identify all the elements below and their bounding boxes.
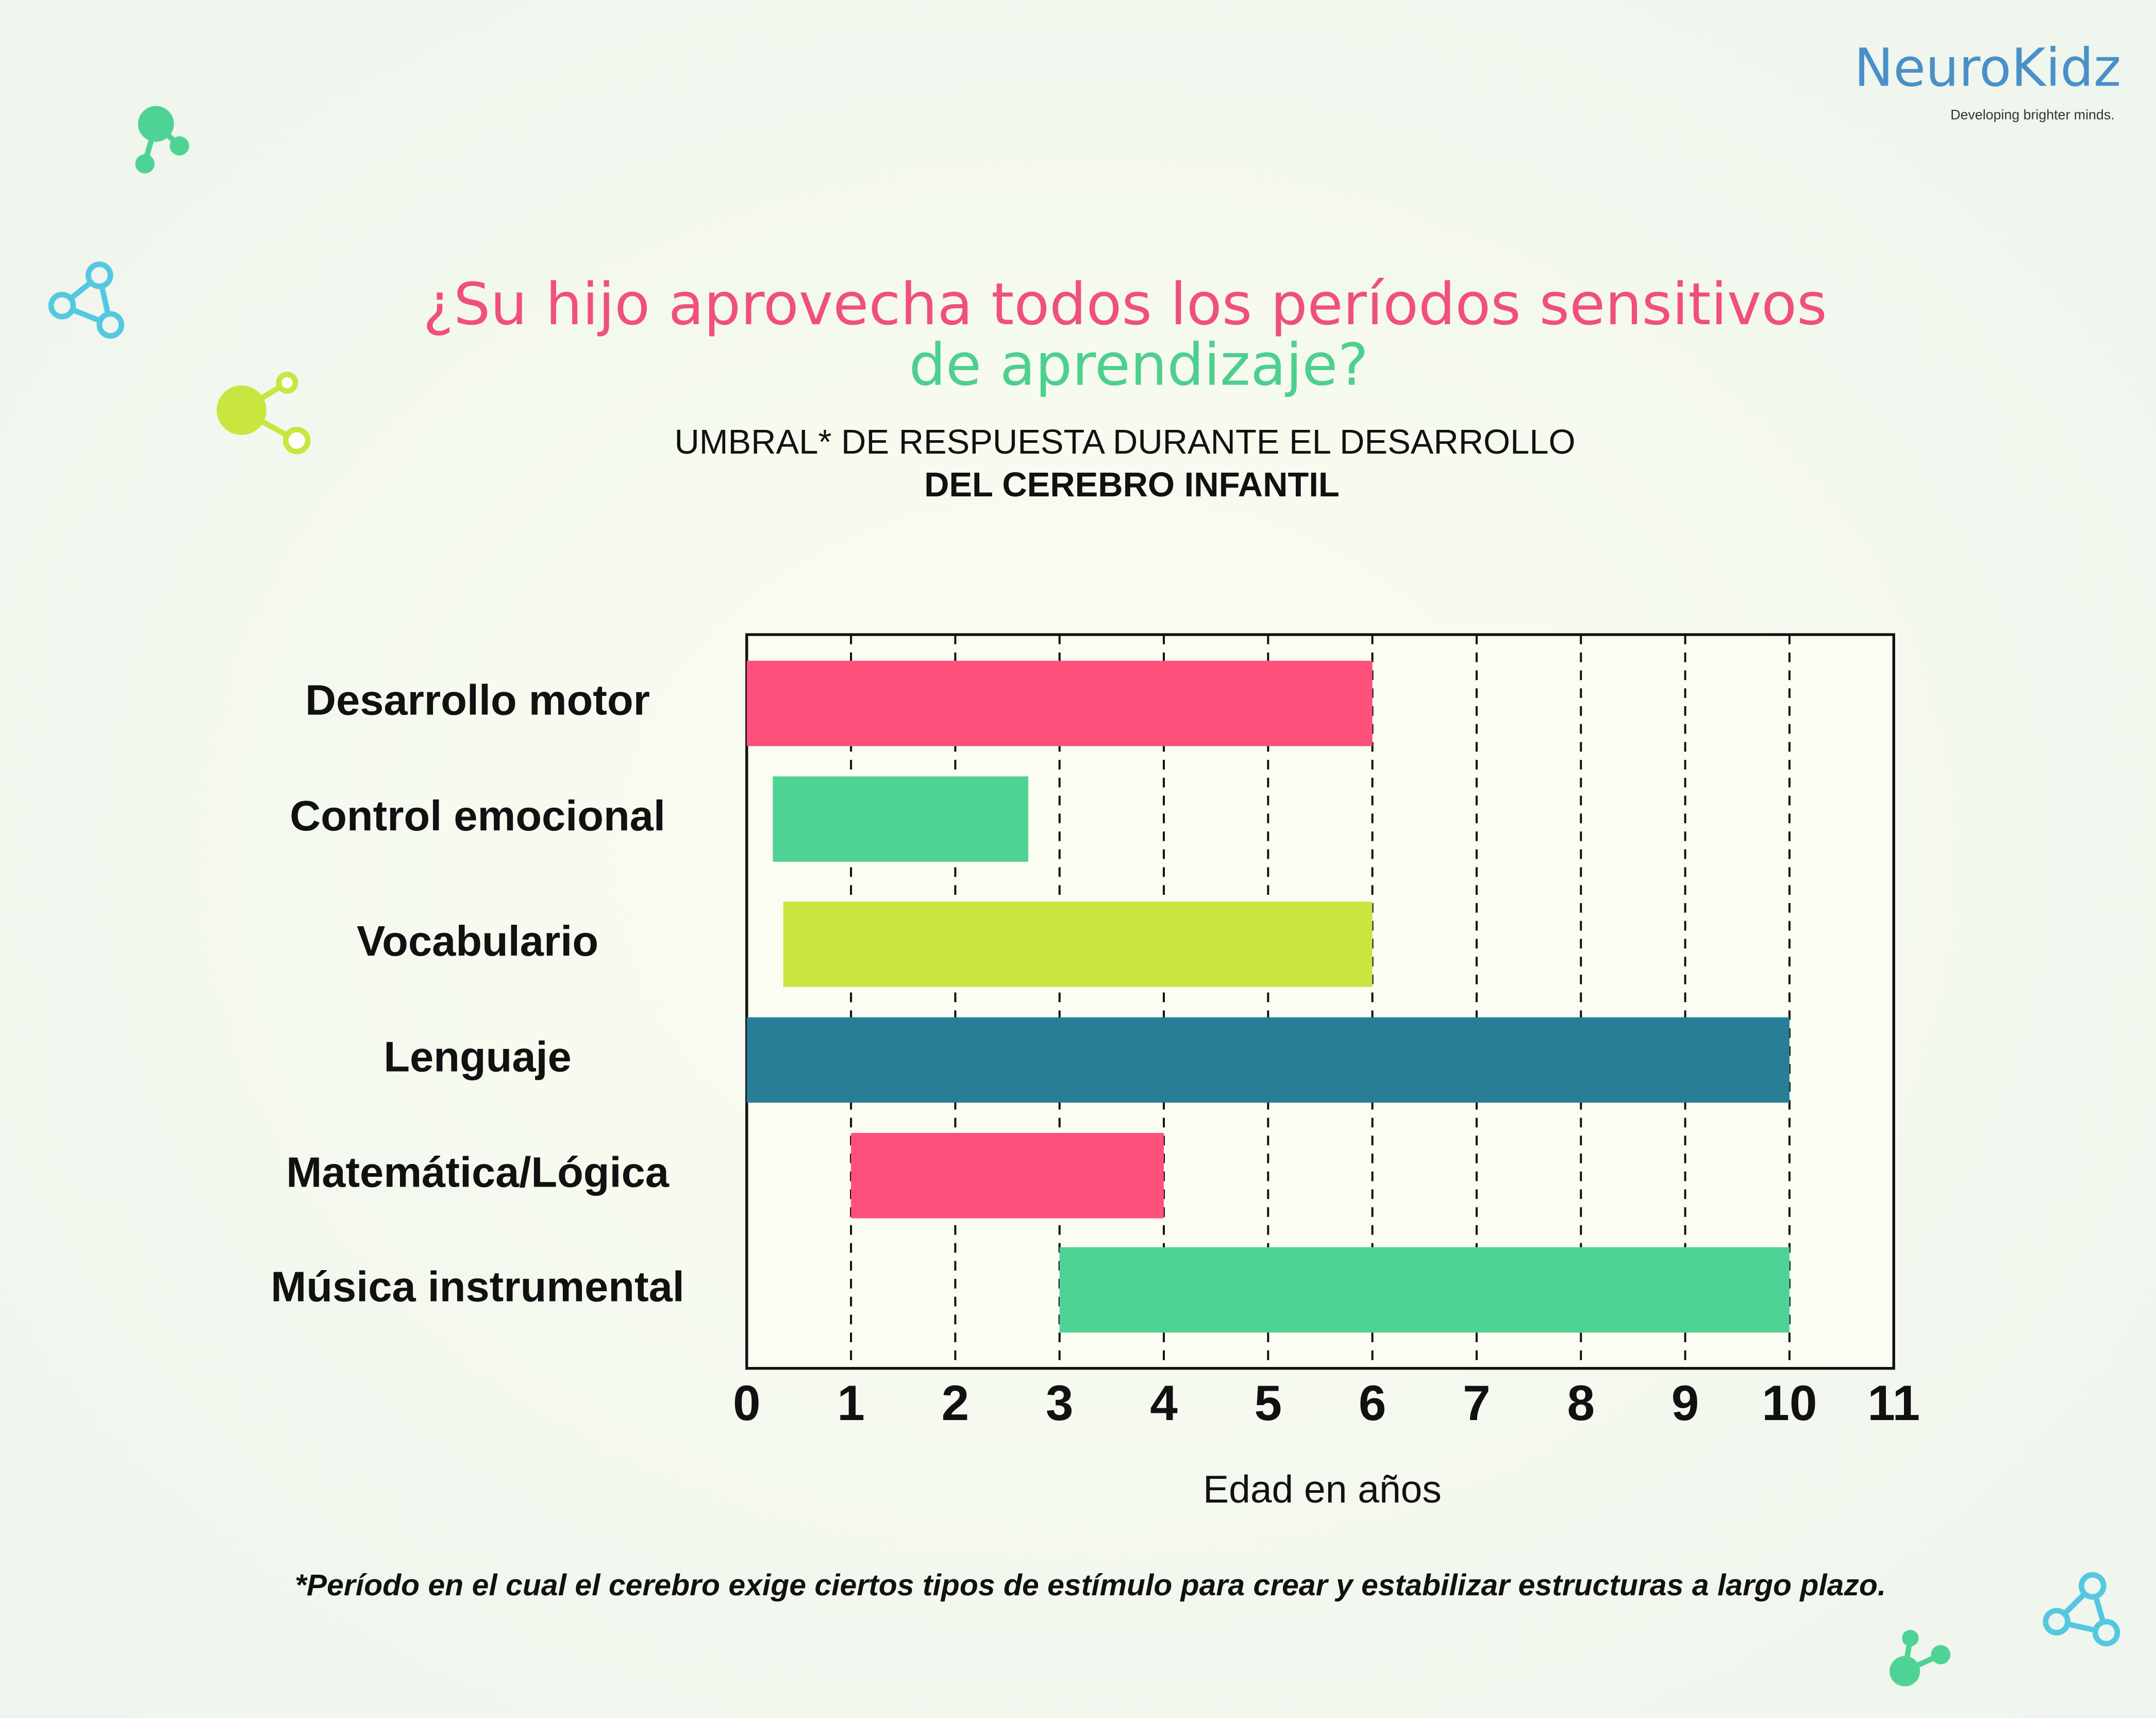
y-tick-label: Música instrumental [271, 1262, 684, 1310]
title-line2: de aprendizaje? [909, 332, 1369, 399]
subtitle: UMBRAL* DE RESPUESTA DURANTE EL DESARROL… [674, 423, 1575, 461]
bar [783, 902, 1373, 987]
y-tick-label: Control emocional [290, 792, 665, 840]
footnote: *Período en el cual el cerebro exige cie… [295, 1569, 1886, 1602]
x-tick-label: 6 [1359, 1376, 1386, 1431]
x-axis-label: Edad en años [1203, 1467, 1442, 1511]
title: ¿Su hijo aprovecha todos los períodos se… [423, 271, 1827, 338]
bar [1059, 1247, 1790, 1333]
x-tick-label: 3 [1046, 1376, 1074, 1431]
x-tick-label: 0 [733, 1376, 761, 1431]
x-tick-label: 11 [1867, 1376, 1920, 1431]
bar [851, 1132, 1164, 1219]
x-tick-label: 4 [1150, 1376, 1178, 1431]
x-tick-label: 10 [1762, 1376, 1817, 1431]
x-tick-label: 9 [1672, 1376, 1699, 1431]
y-tick-label: Desarrollo motor [305, 676, 650, 724]
bar [746, 660, 1373, 746]
plot-frame [745, 633, 1895, 1370]
x-tick-label: 5 [1255, 1376, 1282, 1431]
x-tick-label: 1 [837, 1376, 865, 1431]
x-tick-label: 8 [1567, 1376, 1595, 1431]
y-tick-label: Lenguaje [383, 1032, 571, 1080]
bar [773, 776, 1029, 862]
logo-name: NeuroKidz [1854, 38, 2121, 98]
y-tick-label: Matemática/Lógica [286, 1148, 670, 1196]
decoration [48, 106, 2120, 1687]
logo-tagline: Developing brighter minds. [1950, 107, 2114, 122]
y-tick-label: Vocabulario [357, 917, 598, 965]
x-tick-label: 7 [1463, 1376, 1491, 1431]
bar [746, 1017, 1790, 1103]
subtitle-line2: DEL CEREBRO INFANTIL [924, 465, 1340, 504]
x-tick-label: 2 [942, 1376, 970, 1431]
